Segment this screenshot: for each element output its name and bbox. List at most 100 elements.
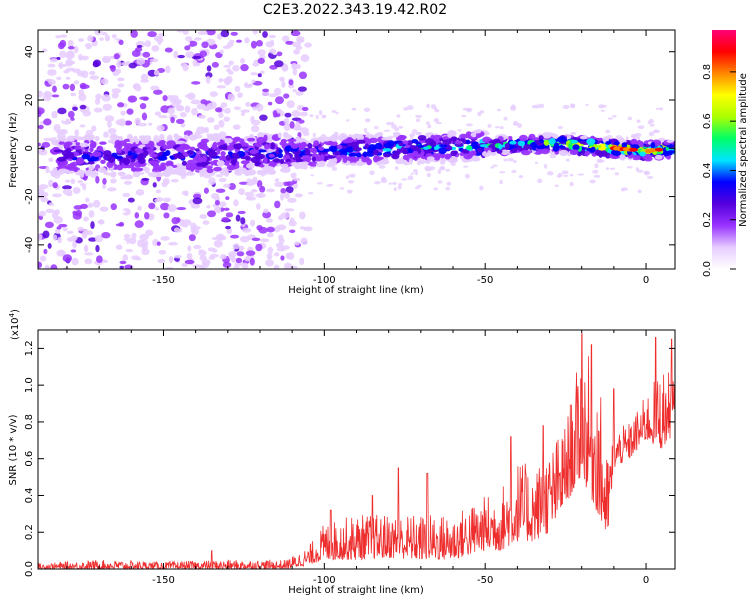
spectrogram-noise-blob — [201, 259, 211, 266]
spectrogram-noise-blob — [208, 177, 216, 186]
spectrogram-noise-blob — [110, 65, 116, 72]
spectrogram-noise-blob — [125, 248, 134, 253]
spectrogram-ridge-blob — [610, 138, 616, 143]
x-tick-label: -150 — [152, 575, 175, 586]
spectrogram-y-label: Frequency (Hz) — [8, 112, 19, 188]
snr-scale-prefix: (x10 — [10, 317, 21, 340]
colorbar-tick-label: 0.0 — [702, 261, 713, 277]
spectrogram-ridge-blob — [51, 139, 61, 146]
spectrogram-noise-blob — [58, 249, 65, 256]
spectrogram-noise-blob — [347, 180, 354, 184]
spectrogram-noise-blob — [499, 179, 503, 185]
spectrogram-noise-blob — [546, 171, 554, 176]
spectrogram-noise-blob — [82, 216, 90, 222]
spectrogram-ridge-blob — [207, 150, 217, 156]
spectrogram-noise-blob — [218, 119, 225, 128]
spectrogram-noise-blob — [259, 185, 266, 193]
spectrogram-noise-blob — [78, 93, 87, 102]
spectrogram-noise-blob — [331, 110, 337, 113]
spectrogram-ridge-blob — [260, 163, 265, 168]
spectrogram-noise-blob — [137, 205, 143, 211]
spectrogram-noise-blob — [276, 51, 283, 57]
spectrogram-ridge-blob — [100, 159, 106, 164]
spectrogram-noise-blob — [339, 187, 345, 190]
spectrogram-noise-blob — [383, 129, 391, 132]
y-tick-label: 0.2 — [24, 524, 35, 540]
spectrogram-noise-blob — [131, 49, 141, 57]
spectrogram-noise-blob — [503, 158, 509, 162]
spectrogram-ridge-blob — [246, 137, 256, 142]
spectrogram-noise-blob — [491, 164, 498, 167]
spectrogram-ridge-blob — [202, 145, 209, 152]
spectrogram-ridge-blob — [181, 160, 187, 166]
spectrogram-noise-blob — [42, 48, 48, 53]
spectrogram-noise-blob — [326, 184, 333, 187]
spectrogram-ridge-blob — [473, 129, 482, 134]
spectrogram-noise-blob — [100, 78, 109, 85]
spectrogram-noise-blob — [256, 39, 264, 47]
spectrogram-noise-blob — [52, 234, 58, 242]
spectrogram-noise-blob — [221, 212, 227, 217]
spectrogram-noise-blob — [543, 163, 548, 169]
spectrogram-noise-blob — [167, 204, 177, 212]
spectrogram-ridge-blob — [67, 137, 75, 142]
spectrogram-ridge-blob — [372, 149, 379, 153]
spectrogram-ridge-blob — [279, 141, 287, 146]
spectrogram-noise-blob — [239, 235, 250, 243]
spectrogram-noise-blob — [266, 226, 275, 233]
spectrogram-ridge-blob — [449, 156, 458, 164]
spectrogram-ridge-blob — [194, 148, 200, 152]
spectrogram-noise-blob — [293, 49, 301, 55]
spectrogram-ridge-blob — [362, 151, 368, 158]
spectrogram-noise-blob — [198, 265, 205, 269]
spectrogram-noise-blob — [237, 92, 243, 98]
spectrogram-noise-blob — [222, 261, 232, 268]
spectrogram-noise-blob — [233, 106, 242, 110]
spectrogram-ridge-blob — [337, 144, 343, 150]
spectrogram-noise-blob — [182, 63, 189, 72]
spectrogram-ridge-blob — [254, 153, 263, 158]
spectrogram-noise-blob — [280, 255, 285, 261]
spectrogram-ridge-blob — [498, 144, 503, 150]
spectrogram-noise-blob — [490, 166, 495, 169]
spectrogram-ridge-blob — [326, 155, 336, 159]
spectrogram-noise-blob — [637, 125, 645, 130]
spectrogram-noise-blob — [83, 228, 88, 234]
spectrogram-noise-blob — [346, 119, 350, 122]
spectrogram-ridge-blob — [411, 139, 419, 144]
spectrogram-ridge-blob — [127, 150, 133, 156]
spectrogram-noise-blob — [57, 63, 68, 68]
spectrogram-noise-blob — [636, 169, 644, 173]
spectrogram-ridge-blob — [356, 133, 365, 141]
spectrogram-noise-blob — [121, 207, 131, 216]
spectrogram-noise-blob — [280, 212, 290, 220]
spectrogram-noise-blob — [124, 120, 133, 126]
spectrogram-noise-blob — [128, 62, 137, 69]
spectrogram-noise-blob — [291, 41, 302, 48]
spectrogram-noise-blob — [221, 216, 230, 222]
spectrogram-ridge-blob — [90, 171, 99, 176]
spectrogram-noise-blob — [145, 229, 154, 236]
spectrogram-noise-blob — [437, 180, 443, 184]
spectrogram-noise-blob — [168, 241, 178, 246]
spectrogram-noise-blob — [363, 107, 371, 113]
svg-text:(x104): (x104) — [8, 309, 21, 340]
spectrogram-noise-blob — [273, 264, 280, 269]
spectrogram-noise-blob — [245, 195, 253, 201]
spectrogram-noise-blob — [51, 110, 58, 119]
spectrogram-noise-blob — [168, 256, 174, 264]
spectrogram-ridge-blob — [123, 158, 131, 166]
spectrogram-noise-blob — [144, 211, 150, 220]
spectrogram-noise-blob — [289, 229, 296, 234]
spectrogram-noise-blob — [136, 44, 143, 48]
spectrogram-ridge-blob — [590, 146, 596, 153]
spectrogram-noise-blob — [265, 259, 275, 267]
spectrogram-ridge-blob — [438, 144, 448, 148]
spectrogram-noise-blob — [249, 219, 256, 227]
spectrogram-noise-blob — [315, 114, 319, 120]
spectrogram-ridge-blob — [540, 148, 550, 155]
spectrogram-ridge-blob — [367, 147, 375, 154]
spectrogram-noise-blob — [192, 59, 198, 67]
spectrogram-noise-blob — [93, 107, 103, 113]
spectrogram-noise-blob — [99, 206, 109, 212]
